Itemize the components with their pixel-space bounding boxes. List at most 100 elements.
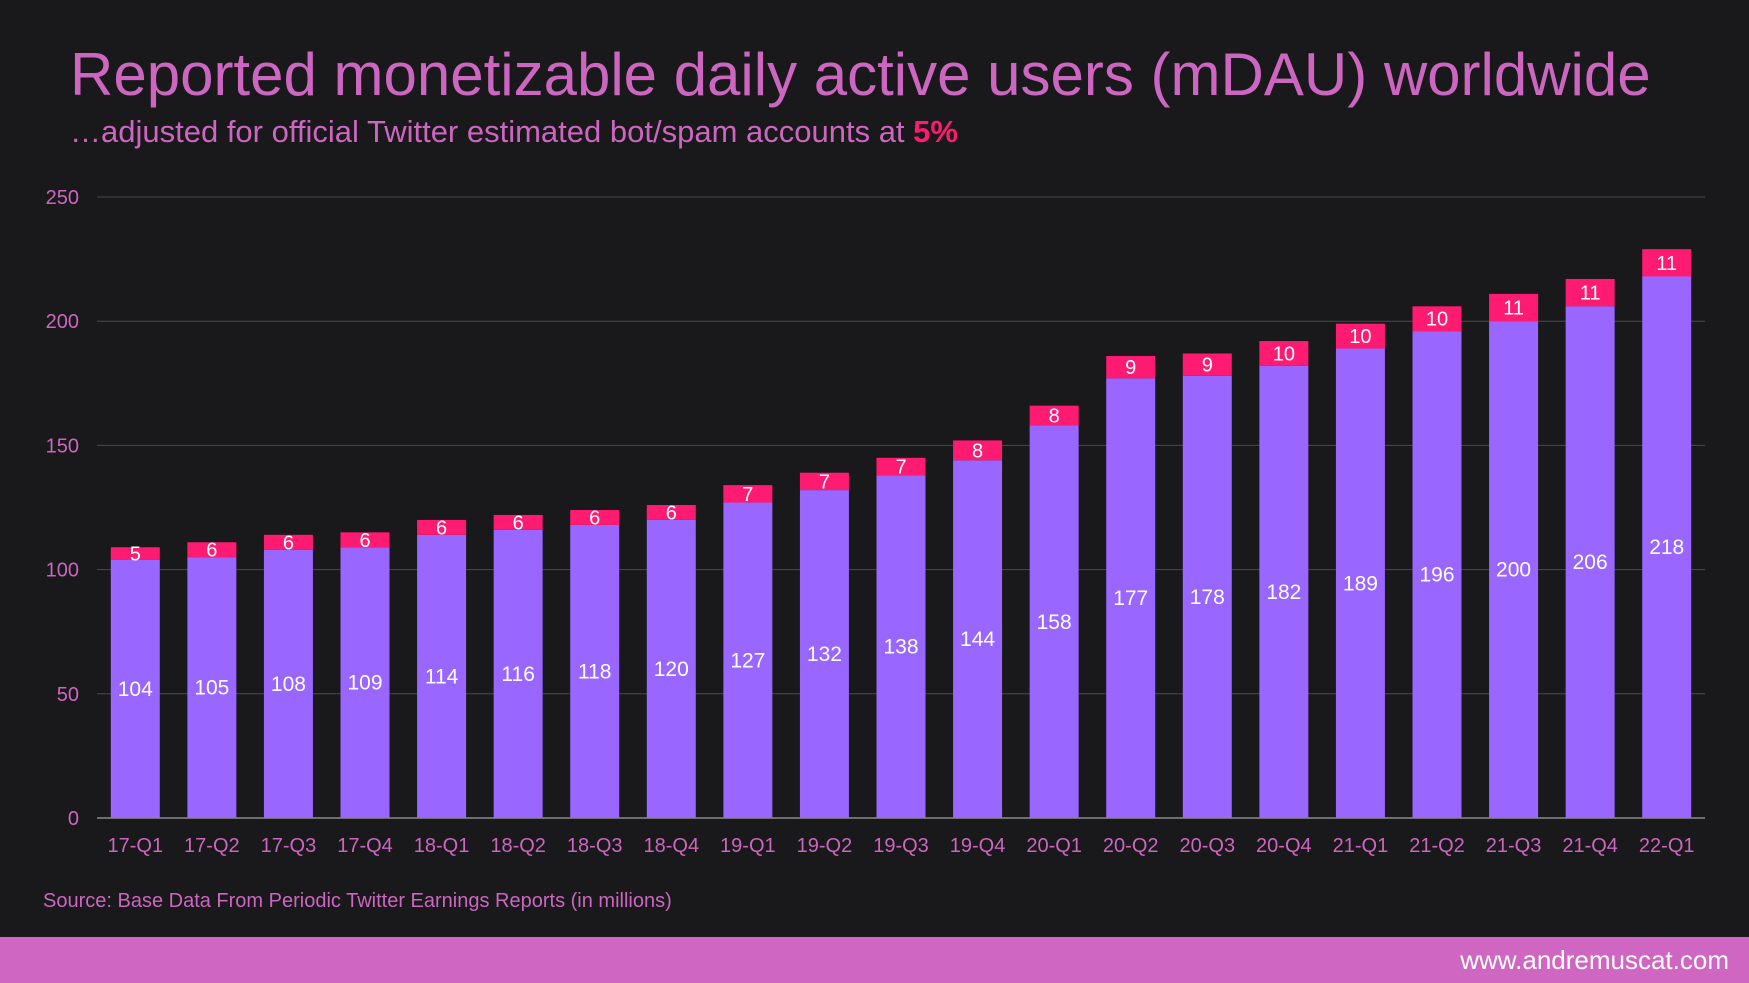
footer-bar: www.andremuscat.com bbox=[0, 937, 1749, 983]
bar-base bbox=[1335, 348, 1385, 818]
bar-bot bbox=[1335, 323, 1385, 349]
y-tick-label: 0 bbox=[68, 808, 79, 830]
subtitle-text: …adjusted for official Twitter estimated… bbox=[70, 114, 914, 149]
bar-bot bbox=[953, 440, 1003, 461]
data-label-base: 132 bbox=[807, 643, 842, 666]
bar-base bbox=[953, 460, 1003, 818]
bar-bot bbox=[799, 472, 849, 491]
bar-base bbox=[876, 475, 926, 818]
bar-base bbox=[187, 557, 237, 818]
bar-bot bbox=[1259, 341, 1309, 366]
x-tick-label: 21-Q2 bbox=[1409, 835, 1465, 857]
bar-base bbox=[263, 549, 313, 818]
data-label-bot: 11 bbox=[1580, 283, 1601, 305]
data-label-base: 189 bbox=[1343, 572, 1378, 595]
bar-bot bbox=[570, 509, 620, 525]
y-tick-label: 250 bbox=[46, 187, 79, 209]
data-label-bot: 6 bbox=[206, 540, 217, 562]
x-tick-label: 21-Q1 bbox=[1333, 835, 1389, 857]
x-tick-label: 17-Q2 bbox=[184, 835, 240, 857]
data-label-base: 218 bbox=[1649, 536, 1684, 559]
bar-base bbox=[570, 524, 620, 818]
x-tick-label: 18-Q3 bbox=[567, 835, 623, 857]
bar-bot bbox=[1412, 306, 1462, 332]
bar-bot bbox=[1106, 355, 1156, 379]
x-tick-label: 17-Q3 bbox=[261, 835, 317, 857]
stacked-bar-chart: 050100150200250104517-Q1105617-Q2108617-… bbox=[46, 187, 1705, 857]
data-label-base: 206 bbox=[1573, 551, 1608, 574]
x-tick-label: 20-Q2 bbox=[1103, 835, 1159, 857]
bar-bot bbox=[876, 457, 926, 476]
y-tick-label: 150 bbox=[46, 435, 79, 457]
data-label-bot: 6 bbox=[436, 517, 447, 539]
page-subtitle: …adjusted for official Twitter estimated… bbox=[70, 114, 958, 150]
data-label-base: 178 bbox=[1190, 586, 1225, 609]
x-tick-label: 20-Q1 bbox=[1026, 835, 1082, 857]
bar-base bbox=[1489, 321, 1539, 818]
bar-bot bbox=[1489, 293, 1539, 322]
x-tick-label: 20-Q3 bbox=[1179, 835, 1235, 857]
x-tick-label: 19-Q3 bbox=[873, 835, 929, 857]
source-note: Source: Base Data From Periodic Twitter … bbox=[43, 890, 672, 912]
data-label-base: 200 bbox=[1496, 559, 1531, 582]
data-label-base: 177 bbox=[1113, 587, 1148, 610]
bar-base bbox=[1642, 276, 1692, 818]
data-label-base: 105 bbox=[194, 677, 229, 700]
bar-base bbox=[1029, 425, 1079, 818]
x-tick-label: 17-Q1 bbox=[107, 835, 163, 857]
bar-base bbox=[1565, 306, 1615, 818]
data-label-bot: 7 bbox=[895, 457, 906, 479]
bar-base bbox=[646, 519, 696, 818]
bar-base bbox=[493, 529, 543, 818]
y-tick-label: 200 bbox=[46, 311, 79, 333]
bar-base bbox=[1412, 331, 1462, 818]
bar-bot bbox=[1642, 249, 1692, 277]
x-tick-label: 22-Q1 bbox=[1639, 835, 1695, 857]
bar-bot bbox=[723, 485, 773, 503]
data-label-base: 116 bbox=[501, 663, 534, 686]
x-tick-label: 19-Q4 bbox=[950, 835, 1006, 857]
data-label-bot: 8 bbox=[1049, 406, 1060, 428]
footer-url: www.andremuscat.com bbox=[1460, 945, 1729, 975]
y-tick-label: 100 bbox=[46, 560, 79, 582]
data-label-base: 118 bbox=[578, 660, 611, 683]
bar-bot bbox=[646, 505, 696, 520]
bar-bot bbox=[1029, 405, 1079, 426]
bar-bot bbox=[1565, 278, 1615, 307]
bar-bot bbox=[187, 542, 237, 558]
y-tick-label: 50 bbox=[57, 684, 79, 706]
data-label-base: 109 bbox=[347, 672, 382, 695]
data-label-bot: 7 bbox=[742, 484, 753, 506]
page-title: Reported monetizable daily active users … bbox=[70, 41, 1651, 108]
data-label-bot: 9 bbox=[1125, 357, 1136, 379]
data-label-bot: 6 bbox=[513, 512, 524, 534]
data-label-bot: 6 bbox=[359, 530, 370, 552]
data-label-bot: 11 bbox=[1656, 253, 1677, 275]
data-label-base: 127 bbox=[730, 649, 765, 672]
bar-base bbox=[799, 490, 849, 818]
bar-bot bbox=[263, 534, 313, 550]
data-label-base: 114 bbox=[425, 665, 459, 688]
data-label-base: 196 bbox=[1419, 564, 1454, 587]
data-label-base: 108 bbox=[271, 673, 306, 696]
x-tick-label: 17-Q4 bbox=[337, 835, 393, 857]
bar-base bbox=[110, 559, 160, 818]
bar-base bbox=[417, 534, 467, 818]
bar-bot bbox=[493, 514, 543, 530]
x-tick-label: 18-Q4 bbox=[643, 835, 699, 857]
data-label-bot: 10 bbox=[1273, 343, 1295, 365]
data-label-base: 138 bbox=[883, 636, 918, 659]
data-label-bot: 9 bbox=[1202, 355, 1213, 377]
data-label-bot: 11 bbox=[1503, 298, 1524, 320]
bar-bot bbox=[110, 547, 160, 560]
x-tick-label: 20-Q4 bbox=[1256, 835, 1312, 857]
data-label-base: 144 bbox=[960, 628, 995, 651]
data-label-bot: 5 bbox=[130, 543, 141, 565]
bar-base bbox=[723, 502, 773, 818]
data-label-bot: 8 bbox=[972, 440, 983, 462]
x-tick-label: 19-Q1 bbox=[720, 835, 776, 857]
data-label-bot: 6 bbox=[666, 502, 677, 524]
data-label-bot: 10 bbox=[1426, 309, 1448, 331]
data-label-base: 182 bbox=[1266, 581, 1301, 604]
x-tick-label: 21-Q4 bbox=[1562, 835, 1618, 857]
